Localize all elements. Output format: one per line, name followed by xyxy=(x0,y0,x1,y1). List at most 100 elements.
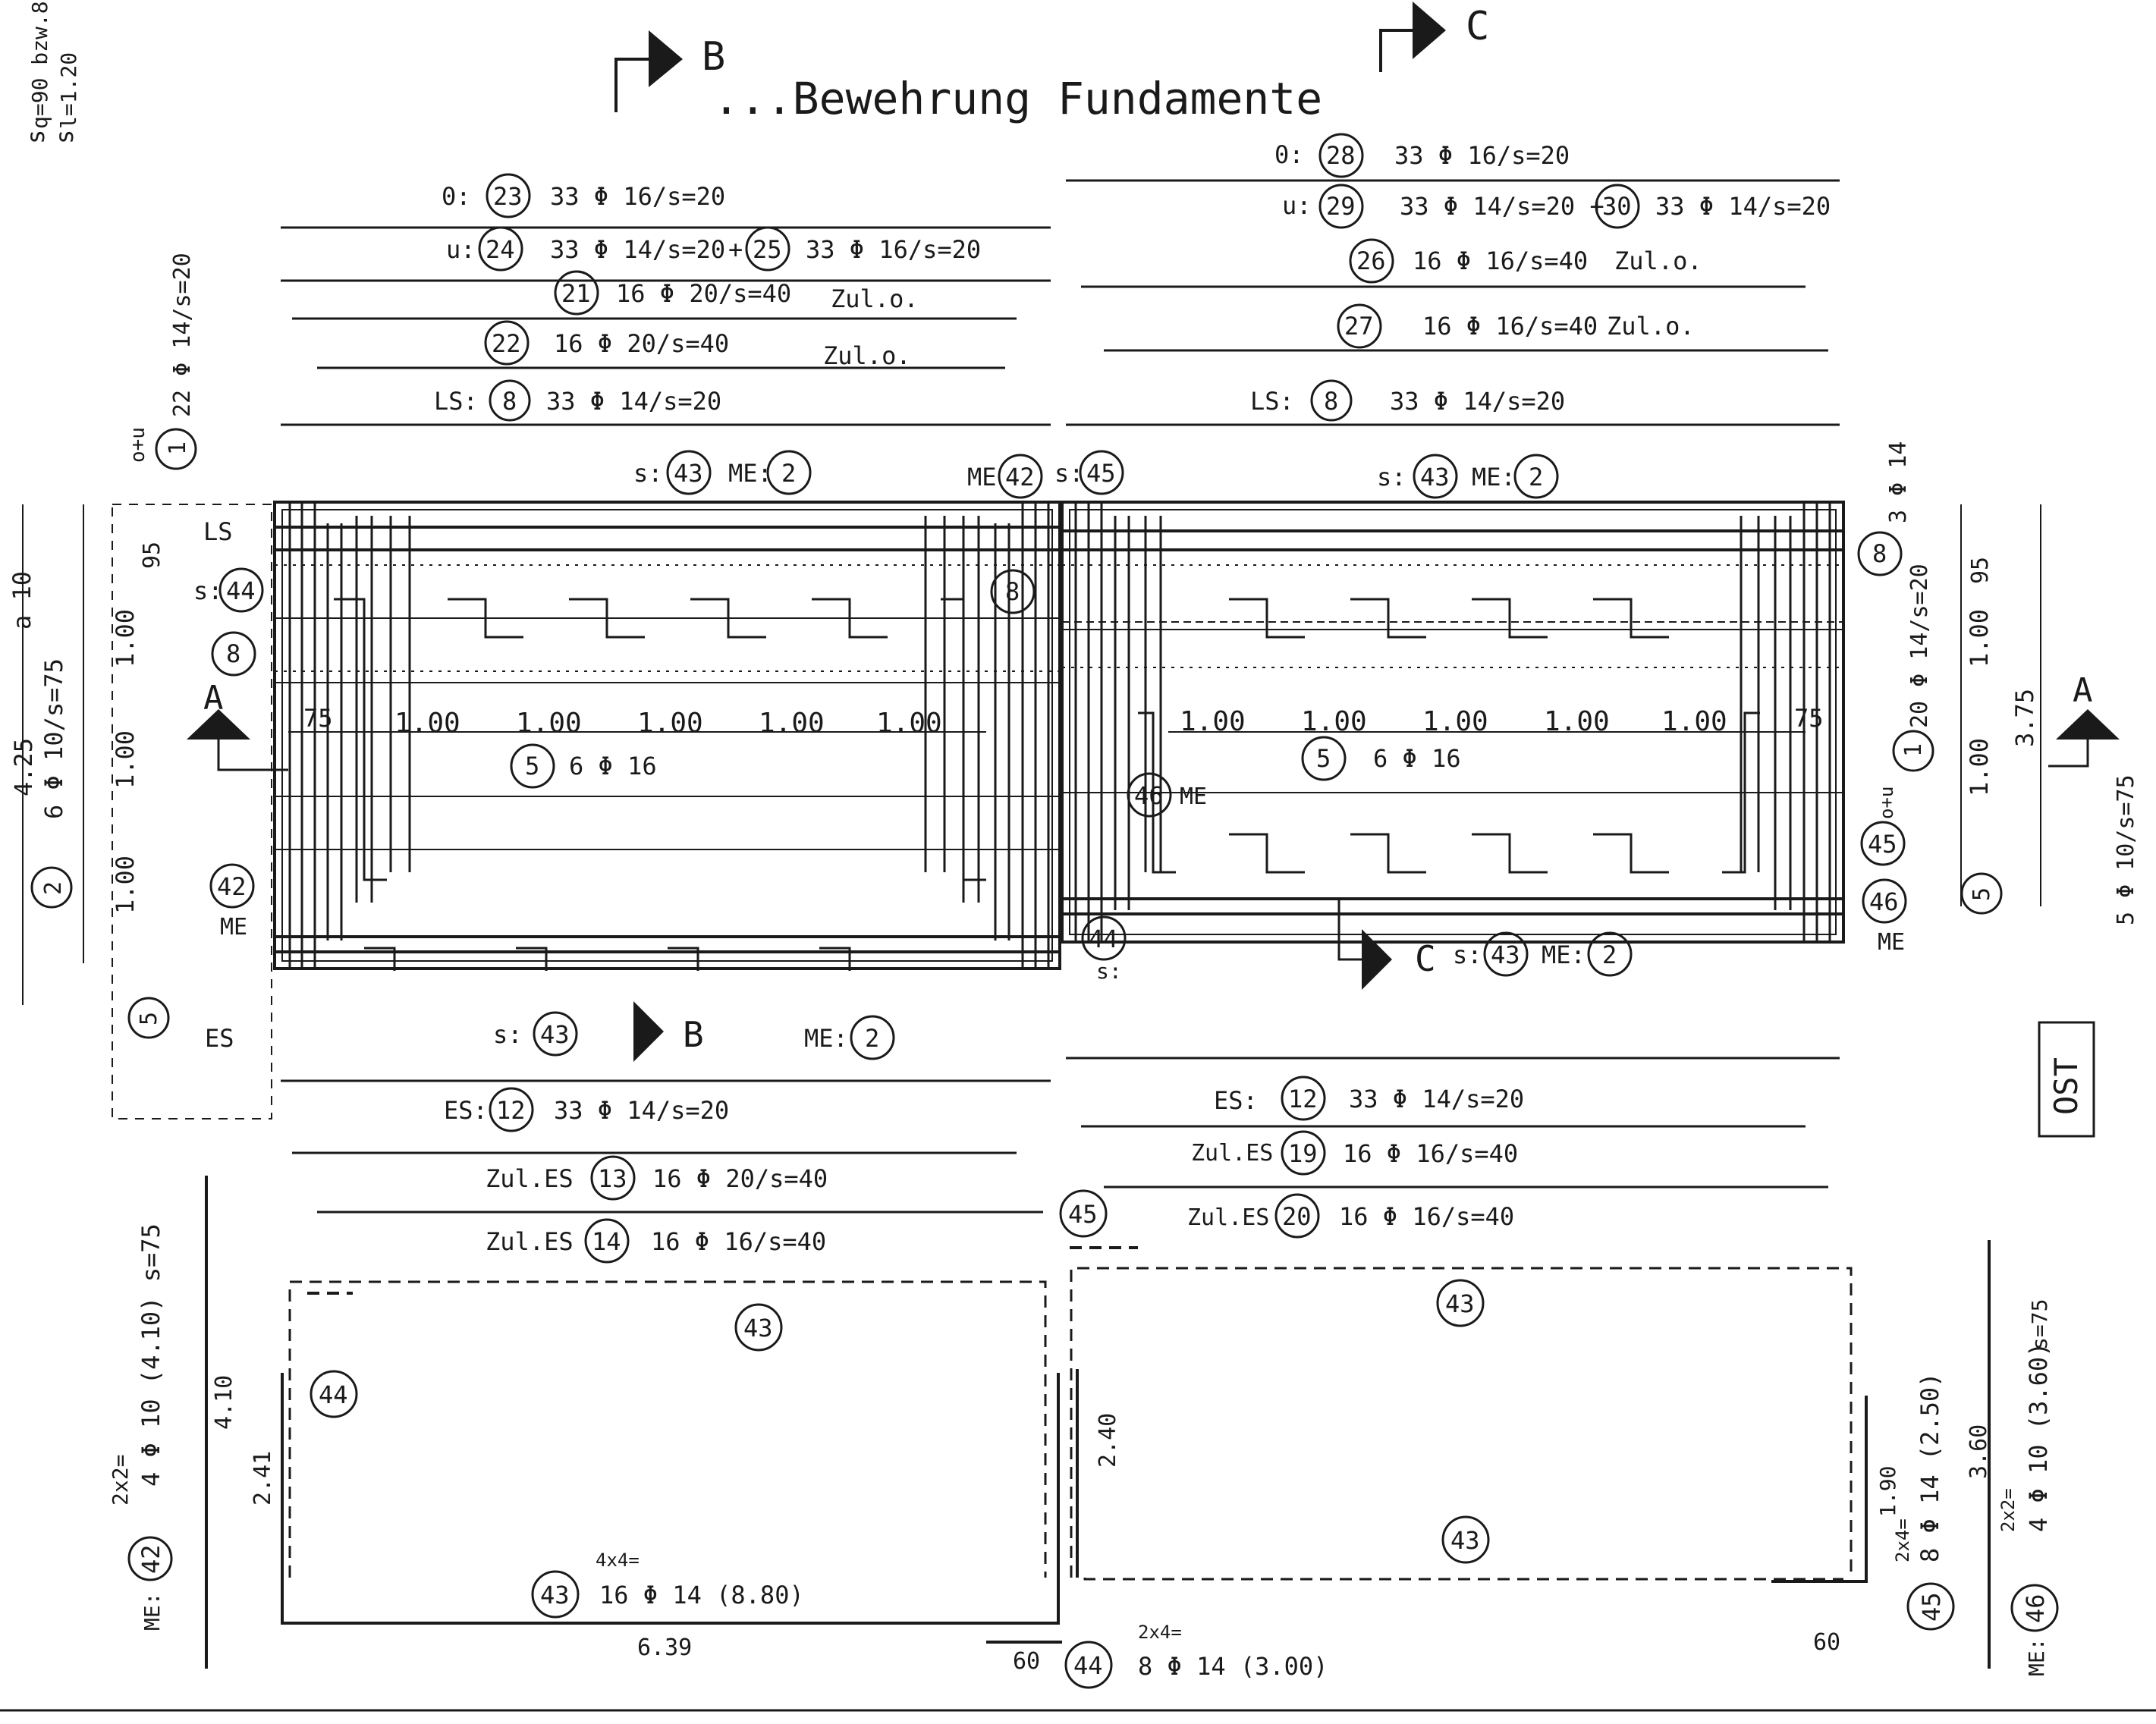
svg-text:1: 1 xyxy=(1900,743,1927,757)
svg-text:ME: ME xyxy=(220,914,247,941)
svg-text:33 Φ 14/s=20: 33 Φ 14/s=20 xyxy=(1390,387,1565,416)
svg-text:22 Φ 14/s=20: 22 Φ 14/s=20 xyxy=(169,253,196,417)
left-slab-bottom-labels: s: 43 B ME: 2 ES: 12 33 Φ 14/s=20 Zul.ES… xyxy=(281,1001,1051,1264)
svg-text:1.00: 1.00 xyxy=(111,609,140,667)
section-marker-a-left: A xyxy=(187,679,288,771)
svg-text:5: 5 xyxy=(525,752,539,780)
svg-text:1.00: 1.00 xyxy=(637,708,703,739)
svg-text:ES:: ES: xyxy=(1214,1086,1258,1115)
svg-text:13: 13 xyxy=(598,1164,627,1193)
svg-text:44: 44 xyxy=(226,576,256,605)
svg-text:29: 29 xyxy=(1326,192,1356,221)
svg-text:ME: ME xyxy=(1180,783,1207,810)
bending-schedule-middle: 44 2x4= 8 Φ 14 (3.00) 2.40 43 43 60 xyxy=(1064,1246,1868,1689)
bending-schedule-right: 1.90 2x4= 8 Φ 14 (2.50) 45 3.60 2x2= 4 Φ… xyxy=(1875,1240,2059,1676)
svg-text:45: 45 xyxy=(1917,1592,1946,1622)
svg-text:33 Φ 14/s=20: 33 Φ 14/s=20 xyxy=(546,387,721,416)
svg-text:s:: s: xyxy=(1453,941,1482,969)
svg-text:s: s xyxy=(21,130,50,144)
svg-text:20: 20 xyxy=(1282,1202,1312,1231)
svg-text:u:: u: xyxy=(446,235,476,264)
svg-text:3.75: 3.75 xyxy=(2010,689,2039,747)
svg-text:25: 25 xyxy=(753,235,782,264)
svg-text:1.00: 1.00 xyxy=(516,708,582,739)
svg-text:6.39: 6.39 xyxy=(637,1635,692,1661)
svg-text:LS: LS xyxy=(203,517,233,546)
svg-text:Zul.o.: Zul.o. xyxy=(831,284,919,313)
svg-text:1.00: 1.00 xyxy=(1965,609,1994,667)
svg-text:45: 45 xyxy=(1068,1200,1098,1229)
svg-text:Zul.ES: Zul.ES xyxy=(486,1227,574,1256)
svg-text:16 Φ 20/s=40: 16 Φ 20/s=40 xyxy=(616,279,791,308)
left-top-bar-list: 0: 23 33 Φ 16/s=20 u: 24 33 Φ 14/s=20 + … xyxy=(281,173,1051,426)
svg-text:4x4=: 4x4= xyxy=(596,1550,640,1571)
svg-text:Zul.ES: Zul.ES xyxy=(486,1164,574,1193)
svg-text:75: 75 xyxy=(1794,704,1824,733)
left-foundation-slab xyxy=(273,501,1061,971)
svg-text:2.41: 2.41 xyxy=(250,1451,276,1506)
svg-text:s: s xyxy=(50,130,79,144)
svg-text:2x4=: 2x4= xyxy=(1138,1622,1182,1643)
svg-text:+: + xyxy=(728,235,743,264)
left-slab-side-labels: LS s: 44 8 42 ME 5 ES 95 1.00 1.00 1.00 xyxy=(22,504,272,1120)
svg-text:8: 8 xyxy=(1324,387,1338,416)
svg-text:60: 60 xyxy=(1813,1629,1840,1656)
svg-text:4 Φ 10 (4.10) s=75: 4 Φ 10 (4.10) s=75 xyxy=(137,1223,165,1487)
svg-text:12: 12 xyxy=(496,1096,526,1125)
svg-text:2: 2 xyxy=(1529,463,1543,491)
svg-text:42: 42 xyxy=(1005,463,1035,491)
svg-text:s=75: s=75 xyxy=(2027,1299,2052,1350)
svg-text:16 Φ 16/s=40: 16 Φ 16/s=40 xyxy=(651,1227,826,1256)
svg-text:16 Φ 20/s=40: 16 Φ 20/s=40 xyxy=(554,329,729,358)
svg-text:s:: s: xyxy=(493,1020,523,1049)
svg-text:33 Φ 16/s=20: 33 Φ 16/s=20 xyxy=(806,235,981,264)
svg-text:B: B xyxy=(702,34,725,80)
svg-text:ES: ES xyxy=(205,1024,234,1053)
svg-text:43: 43 xyxy=(540,1020,570,1049)
svg-text:2: 2 xyxy=(1602,941,1617,969)
svg-text:16 Φ 14 (8.80): 16 Φ 14 (8.80) xyxy=(599,1581,804,1609)
svg-text:28: 28 xyxy=(1326,141,1356,170)
svg-text:4.10: 4.10 xyxy=(211,1375,237,1430)
svg-text:14: 14 xyxy=(592,1227,621,1256)
svg-text:5 Φ 10/s=75: 5 Φ 10/s=75 xyxy=(2113,774,2139,925)
svg-text:q=90 bzw.80 cm: q=90 bzw.80 cm xyxy=(27,0,52,129)
svg-text:30: 30 xyxy=(1602,192,1632,221)
svg-text:ME:: ME: xyxy=(728,459,772,488)
svg-text:0:: 0: xyxy=(442,182,471,211)
svg-text:s:: s: xyxy=(1377,463,1406,491)
svg-text:l=1.20: l=1.20 xyxy=(56,52,81,129)
svg-text:42: 42 xyxy=(137,1544,165,1574)
svg-text:A: A xyxy=(203,679,224,718)
slab-top-labels: s: 43 ME: 2 ME 42 s: 45 s: 43 ME: 2 xyxy=(633,450,1559,499)
right-top-bar-list: 0: 28 33 Φ 16/s=20 u: 29 33 Φ 14/s=20 + … xyxy=(1066,133,1840,426)
svg-text:Zul.ES: Zul.ES xyxy=(1187,1204,1269,1231)
svg-text:5: 5 xyxy=(136,1012,162,1025)
svg-text:B: B xyxy=(683,1014,704,1055)
svg-text:ME: ME xyxy=(967,463,997,491)
svg-text:8: 8 xyxy=(1005,577,1020,606)
right-side-labels: 8 3 Φ 14 20 Φ 14/s=20 1 o+u 45 46 ME 5 9… xyxy=(1857,441,2139,956)
svg-text:1.00: 1.00 xyxy=(1422,706,1488,737)
svg-text:2: 2 xyxy=(865,1024,879,1053)
svg-text:C: C xyxy=(1466,4,1489,49)
svg-text:ME:: ME: xyxy=(1542,941,1586,969)
svg-text:43: 43 xyxy=(540,1581,570,1609)
svg-text:1.00: 1.00 xyxy=(394,708,460,739)
svg-text:A: A xyxy=(2073,671,2093,710)
svg-text:43: 43 xyxy=(1450,1526,1480,1555)
svg-text:1: 1 xyxy=(165,441,191,455)
svg-text:LS:: LS: xyxy=(434,387,478,416)
svg-text:u:: u: xyxy=(1282,191,1312,220)
svg-text:8 Φ 14 (3.00): 8 Φ 14 (3.00) xyxy=(1138,1652,1328,1681)
svg-text:20 Φ 14/s=20: 20 Φ 14/s=20 xyxy=(1906,564,1933,728)
svg-text:44: 44 xyxy=(1089,925,1118,953)
svg-text:43: 43 xyxy=(743,1314,773,1342)
svg-text:5: 5 xyxy=(1316,744,1331,773)
svg-text:8: 8 xyxy=(502,387,517,416)
svg-text:ES:: ES: xyxy=(444,1096,488,1125)
svg-text:95: 95 xyxy=(1967,557,1994,584)
left-slab-dimensions: 75 1.00 1.00 1.00 1.00 1.00 5 6 Φ 16 xyxy=(288,704,986,789)
